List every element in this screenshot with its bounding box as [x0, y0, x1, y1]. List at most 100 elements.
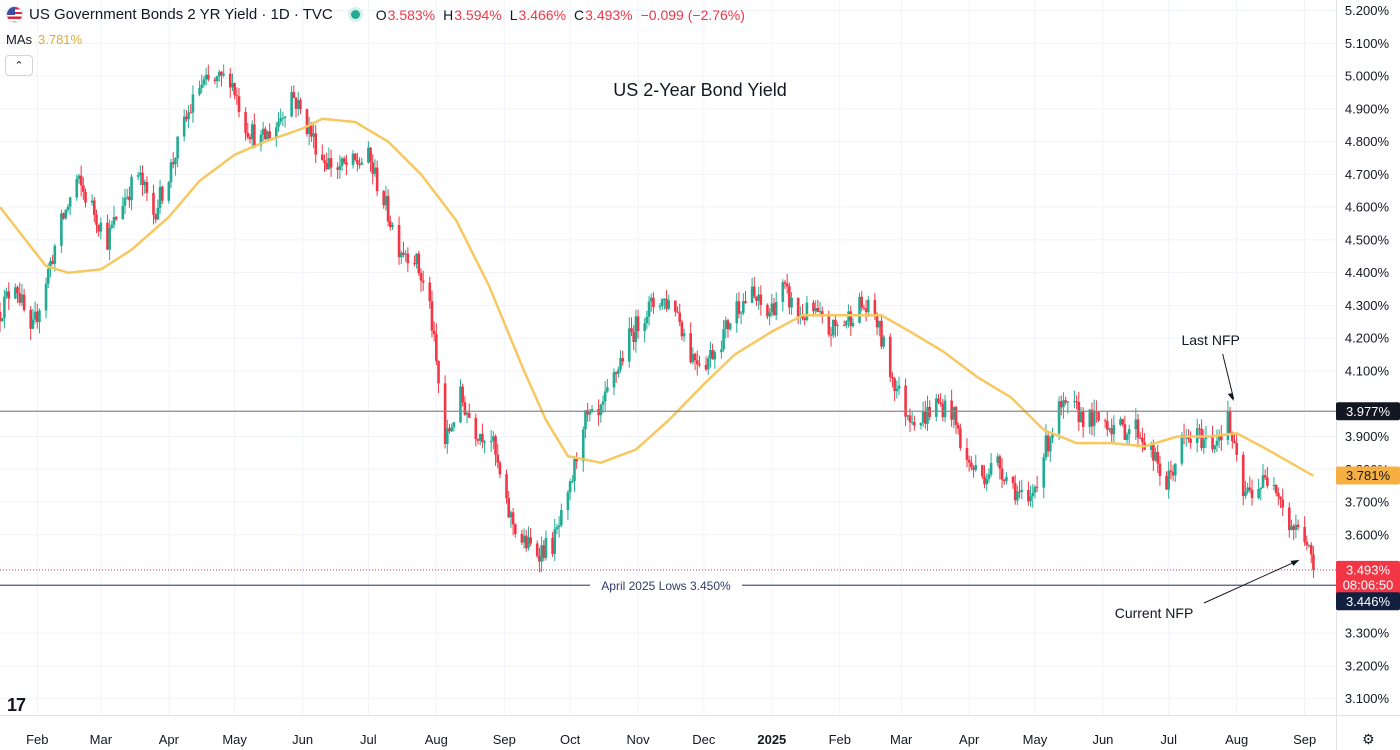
candle — [465, 412, 469, 424]
candle — [44, 277, 48, 319]
arrowhead-current-nfp — [1290, 559, 1300, 566]
candle — [1220, 424, 1223, 451]
candle — [1169, 460, 1173, 480]
candle — [1031, 484, 1035, 508]
collapse-legend-button[interactable]: ⌃ — [5, 55, 33, 76]
ma-legend[interactable]: MAs 3.781% — [6, 32, 82, 47]
candle — [636, 309, 640, 339]
low-key: L — [509, 6, 518, 23]
close-key: C — [574, 6, 585, 23]
candle-body — [139, 172, 142, 176]
candle — [691, 347, 695, 365]
candle-body — [1296, 524, 1300, 528]
candle-body — [1079, 411, 1083, 423]
candle — [483, 439, 486, 454]
candle-body — [1002, 479, 1006, 482]
candle-body — [233, 83, 236, 96]
candle — [200, 74, 204, 94]
candle — [450, 423, 453, 433]
candle-body — [1127, 429, 1131, 435]
candle — [1189, 431, 1192, 449]
candle-body — [1075, 401, 1078, 403]
candle — [248, 134, 252, 144]
candle — [952, 406, 956, 429]
candle — [299, 97, 302, 115]
candle-body — [176, 136, 179, 159]
settings-gear-icon[interactable]: ⚙ — [1362, 731, 1375, 747]
candle-body — [674, 300, 677, 312]
candle — [369, 146, 372, 172]
candle — [570, 475, 574, 484]
candle — [382, 189, 386, 209]
candle — [404, 249, 407, 262]
candle — [375, 160, 379, 197]
candle — [1294, 514, 1298, 539]
market-status-icon[interactable] — [350, 10, 360, 19]
candle-body — [1244, 491, 1247, 496]
ohlc-values: O 3.583% H 3.594% L 3.466% C 3.493% — [376, 7, 641, 23]
candle — [461, 383, 464, 407]
candle-body — [757, 294, 760, 301]
candle-body — [904, 385, 907, 417]
candle — [399, 250, 403, 265]
candle-body — [759, 294, 763, 305]
candle-body — [858, 296, 861, 323]
candle-body — [310, 125, 313, 137]
candle — [373, 159, 377, 177]
candle-body — [919, 422, 923, 426]
candle — [739, 311, 743, 325]
candle — [114, 215, 118, 221]
candle — [492, 431, 495, 450]
candle — [1013, 474, 1017, 505]
candle-body — [1066, 401, 1070, 403]
candle-body — [1141, 437, 1144, 443]
candle-body — [191, 94, 195, 113]
candle-body — [182, 116, 186, 137]
candle — [551, 532, 554, 557]
candle-body — [524, 535, 528, 549]
candle — [266, 130, 269, 140]
candle — [1062, 392, 1065, 419]
price-tick-label: 4.500% — [1345, 232, 1390, 247]
candle-body — [415, 253, 418, 264]
candle-body — [200, 84, 204, 88]
candle-body — [1274, 485, 1278, 493]
candle-body — [1165, 475, 1168, 490]
candle-body — [336, 167, 339, 170]
candle-body — [82, 185, 85, 192]
candle — [601, 395, 605, 413]
candle-body — [1064, 400, 1067, 403]
candle — [680, 319, 684, 341]
candle-body — [974, 465, 978, 470]
candle-body — [735, 301, 739, 324]
candle-body — [737, 301, 741, 314]
candle-body — [1018, 491, 1021, 493]
candle-body — [542, 545, 546, 558]
candle — [1002, 478, 1006, 485]
tradingview-logo-icon[interactable]: 17 — [7, 695, 26, 715]
candle — [524, 529, 528, 552]
price-tick-label: 3.700% — [1345, 495, 1390, 510]
candle-body — [774, 301, 778, 316]
candle — [145, 176, 149, 202]
candle — [1051, 427, 1054, 444]
candle-body — [1156, 452, 1160, 464]
candle-body — [198, 87, 201, 95]
candle-body — [1290, 525, 1293, 531]
candle-body — [437, 361, 440, 384]
candle — [167, 180, 171, 204]
candle-body — [1217, 435, 1221, 441]
candle-body — [862, 307, 866, 309]
candle — [430, 290, 434, 338]
candle — [829, 327, 833, 347]
price-tick-label: 5.200% — [1345, 3, 1390, 18]
candle — [1081, 407, 1085, 438]
price-tick-label: 4.100% — [1345, 363, 1390, 378]
candle — [790, 292, 793, 315]
candle — [895, 380, 899, 399]
candle — [581, 426, 585, 472]
candle-body — [781, 282, 785, 302]
candle — [1005, 472, 1008, 485]
symbol-title[interactable]: US Government Bonds 2 YR Yield · 1D · TV… — [29, 6, 333, 23]
